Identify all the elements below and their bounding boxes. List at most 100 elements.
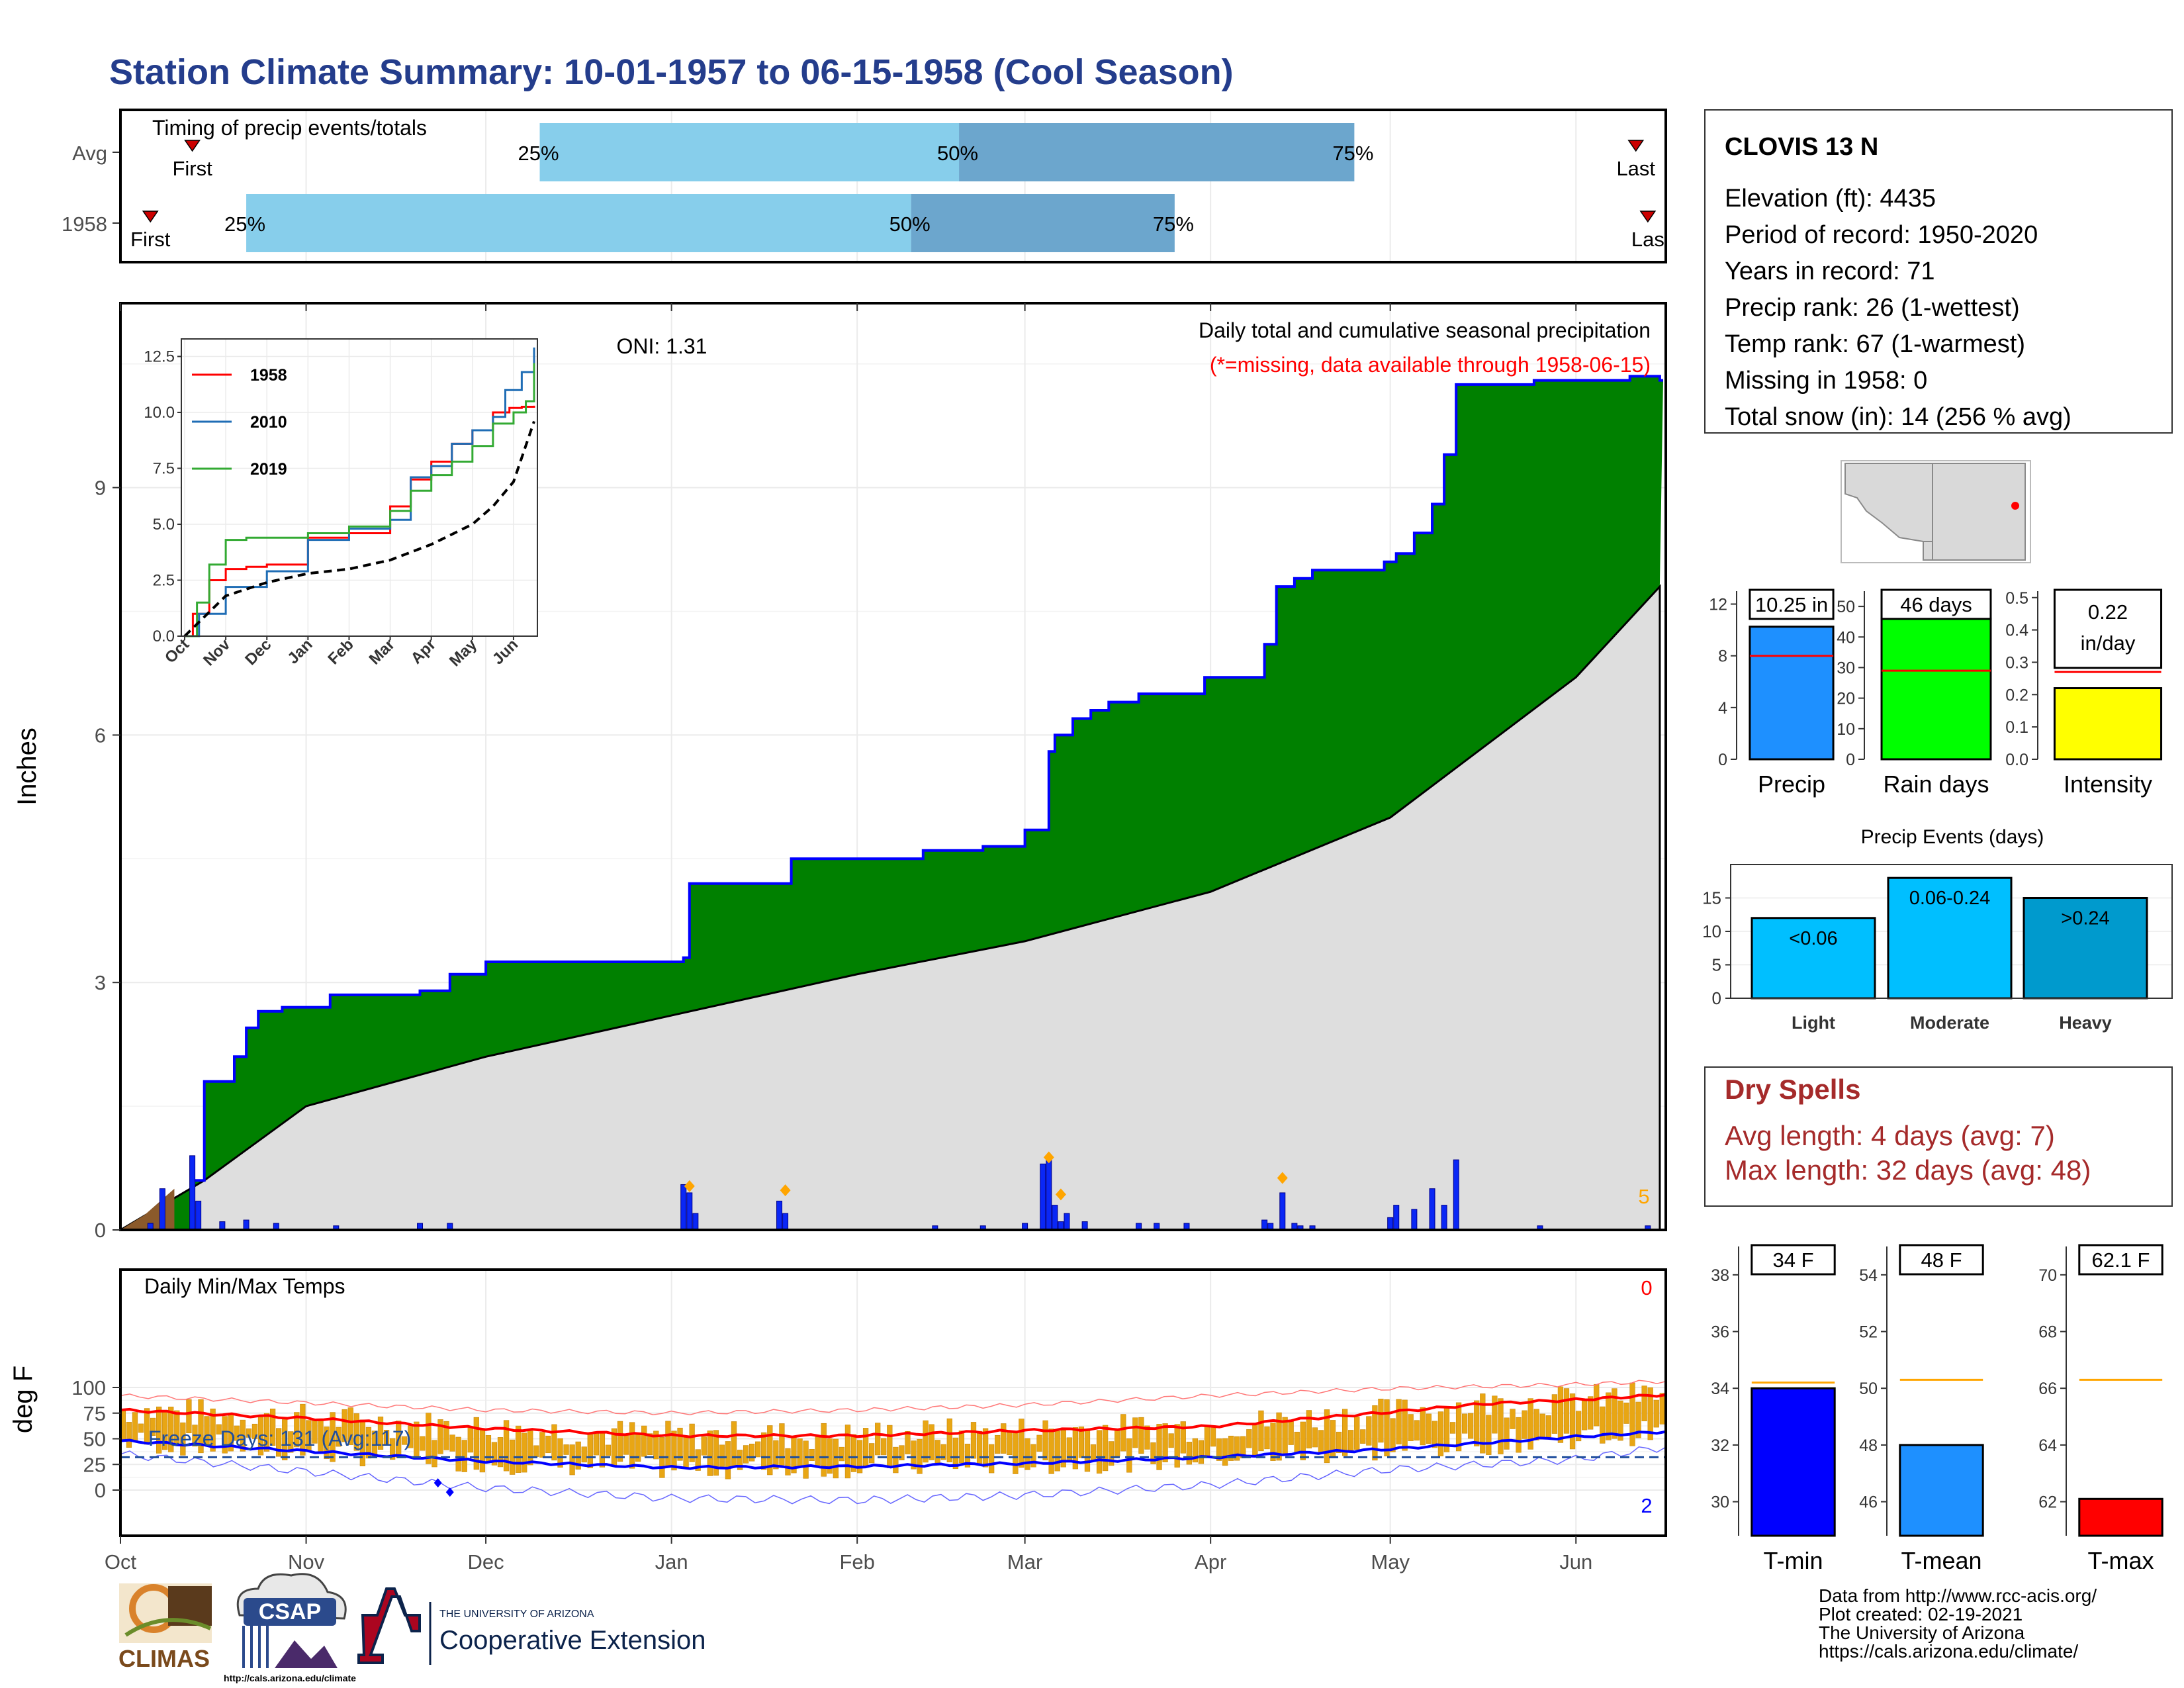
daily-temp-bar xyxy=(545,1435,551,1454)
record-low-count: 2 xyxy=(1641,1494,1652,1517)
summary-value-label: 48 F xyxy=(1921,1248,1962,1272)
daily-temp-bar xyxy=(581,1446,587,1463)
daily-temp-bar xyxy=(617,1421,623,1462)
summary-value-label: 0.22 xyxy=(2088,600,2128,624)
daily-temp-bar xyxy=(1486,1415,1492,1455)
credit-line-1: Data from http://www.rcc-acis.org/ xyxy=(1819,1585,2097,1606)
summary-category-label: Precip xyxy=(1758,771,1825,798)
daily-temp-bar xyxy=(539,1432,545,1458)
summary-y-tick-label: 0.2 xyxy=(2005,686,2028,704)
timing-first-label: First xyxy=(130,228,171,251)
daily-temp-bar xyxy=(773,1440,779,1470)
daily-temp-bar xyxy=(1162,1423,1168,1463)
summary-y-tick-label: 0.4 xyxy=(2005,622,2028,640)
daily-temp-bar xyxy=(533,1445,539,1457)
daily-temp-bar xyxy=(1510,1409,1516,1429)
daily-temp-bar xyxy=(934,1440,940,1464)
summary-y-tick-label: 54 xyxy=(1859,1266,1878,1285)
daily-temp-bar xyxy=(1539,1413,1545,1440)
daily-temp-bar xyxy=(839,1446,845,1462)
inset-y-tick-label: 5.0 xyxy=(153,516,175,534)
last-event-marker xyxy=(1639,211,1657,223)
temp-title: Daily Min/Max Temps xyxy=(144,1274,345,1298)
snow-marker xyxy=(1043,1151,1054,1164)
daily-temp-bar xyxy=(1569,1393,1576,1450)
legend-label-2010: 2010 xyxy=(250,413,287,432)
daily-temp-bar xyxy=(449,1434,455,1452)
daily-temp-bar xyxy=(1306,1410,1312,1449)
daily-temp-bar xyxy=(1402,1399,1408,1451)
timing-bar-q2 xyxy=(959,123,1355,181)
summary-value-unit: in/day xyxy=(2081,632,2136,655)
daily-temp-bar xyxy=(1318,1430,1324,1454)
daily-temp-bar xyxy=(1174,1424,1180,1468)
daily-temp-bar xyxy=(1186,1442,1192,1465)
daily-temp-bar xyxy=(1115,1430,1120,1457)
daily-temp-bar xyxy=(809,1448,815,1461)
precip-panel: 0 3 6 9 Inches ONI: 1.31 Daily total and cu… xyxy=(13,302,1667,1242)
daily-temp-bar xyxy=(432,1440,437,1468)
average-max-line xyxy=(120,1393,1666,1438)
daily-temp-bar xyxy=(1270,1423,1276,1461)
inset-series-line xyxy=(185,363,535,637)
precip-y-axis-label: Inches xyxy=(13,727,42,806)
summary-chart-rain-days: 46 days 0 10 20 30 40 50 Rain days xyxy=(1837,588,2008,798)
daily-temp-bar xyxy=(1294,1431,1300,1454)
summary-chart-bg xyxy=(2066,1246,2175,1536)
daily-temp-bar xyxy=(276,1428,282,1457)
daily-temp-bar xyxy=(294,1412,300,1448)
precip-events-title: Precip Events (days) xyxy=(1861,826,2044,848)
ua-logo: THE UNIVERSITY OF ARIZONA Cooperative Ex… xyxy=(357,1587,705,1665)
daily-temp-bar xyxy=(893,1446,899,1474)
oni-label: ONI: 1.31 xyxy=(617,334,707,358)
climas-logo: CLIMAS xyxy=(118,1583,212,1672)
csap-url: http://cals.arizona.edu/climate xyxy=(224,1673,356,1683)
daily-temp-bar xyxy=(132,1412,138,1442)
daily-temp-bar xyxy=(414,1421,420,1459)
daily-temp-bar xyxy=(593,1431,599,1456)
summary-y-tick-label: 30 xyxy=(1711,1493,1729,1512)
summary-y-tick-label: 0.3 xyxy=(2005,653,2028,672)
precip-y-tick-label: 0 xyxy=(95,1219,106,1242)
daily-temp-bar xyxy=(234,1425,240,1441)
temp-y-tick-label: 50 xyxy=(83,1428,106,1451)
dry-spells-title: Dry Spells xyxy=(1725,1074,1860,1105)
event-category-label: Moderate xyxy=(1910,1013,1989,1033)
station-period: Period of record: 1950-2020 xyxy=(1725,221,2038,249)
daily-temp-bar xyxy=(1246,1429,1252,1448)
precip-events-chart: Precip Events (days) <0.06 Light 0.06-0.24… xyxy=(1702,826,2173,1033)
inset-series-line xyxy=(183,420,535,637)
daily-temp-bar xyxy=(1455,1402,1462,1452)
daily-temp-bar xyxy=(1594,1383,1600,1427)
daily-precip-bar xyxy=(189,1155,196,1231)
month-tick-label: Jun xyxy=(1559,1550,1592,1573)
events-y-tick-label: 15 xyxy=(1702,888,1721,908)
daily-temp-bar xyxy=(1606,1392,1612,1440)
daily-temp-bar xyxy=(785,1448,791,1476)
daily-precip-bar xyxy=(1441,1205,1447,1231)
daily-temp-bar xyxy=(1575,1411,1582,1442)
daily-temp-bar xyxy=(1414,1420,1420,1441)
daily-temp-bar xyxy=(761,1432,767,1470)
month-tick-label: Feb xyxy=(839,1550,874,1573)
daily-temp-bar xyxy=(1354,1417,1360,1450)
daily-temp-bar xyxy=(341,1409,347,1442)
summary-category-label: Intensity xyxy=(2064,771,2152,798)
daily-temp-bar xyxy=(503,1420,510,1472)
summary-value-label: 10.25 in xyxy=(1755,593,1828,616)
summary-value-box xyxy=(1749,588,1835,620)
daily-temp-bar xyxy=(755,1441,761,1458)
daily-precip-bar xyxy=(1046,1159,1052,1231)
daily-temp-bar xyxy=(1078,1427,1085,1458)
daily-temp-bar xyxy=(1013,1432,1019,1474)
daily-precip-bar xyxy=(1064,1213,1070,1231)
daily-precip-bar xyxy=(1453,1159,1459,1231)
event-category-label: Heavy xyxy=(2059,1013,2112,1033)
month-tick-label: Nov xyxy=(288,1550,325,1573)
station-elevation: Elevation (ft): 4435 xyxy=(1725,185,1936,212)
daily-temp-bar xyxy=(970,1422,977,1459)
summary-y-tick-label: 64 xyxy=(2038,1436,2057,1455)
daily-temp-bar xyxy=(216,1424,222,1435)
daily-temp-bar xyxy=(563,1444,569,1455)
